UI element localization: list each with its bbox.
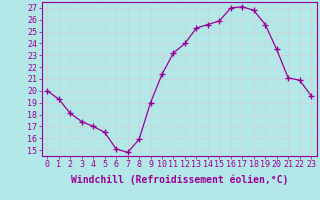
X-axis label: Windchill (Refroidissement éolien,°C): Windchill (Refroidissement éolien,°C) — [70, 175, 288, 185]
